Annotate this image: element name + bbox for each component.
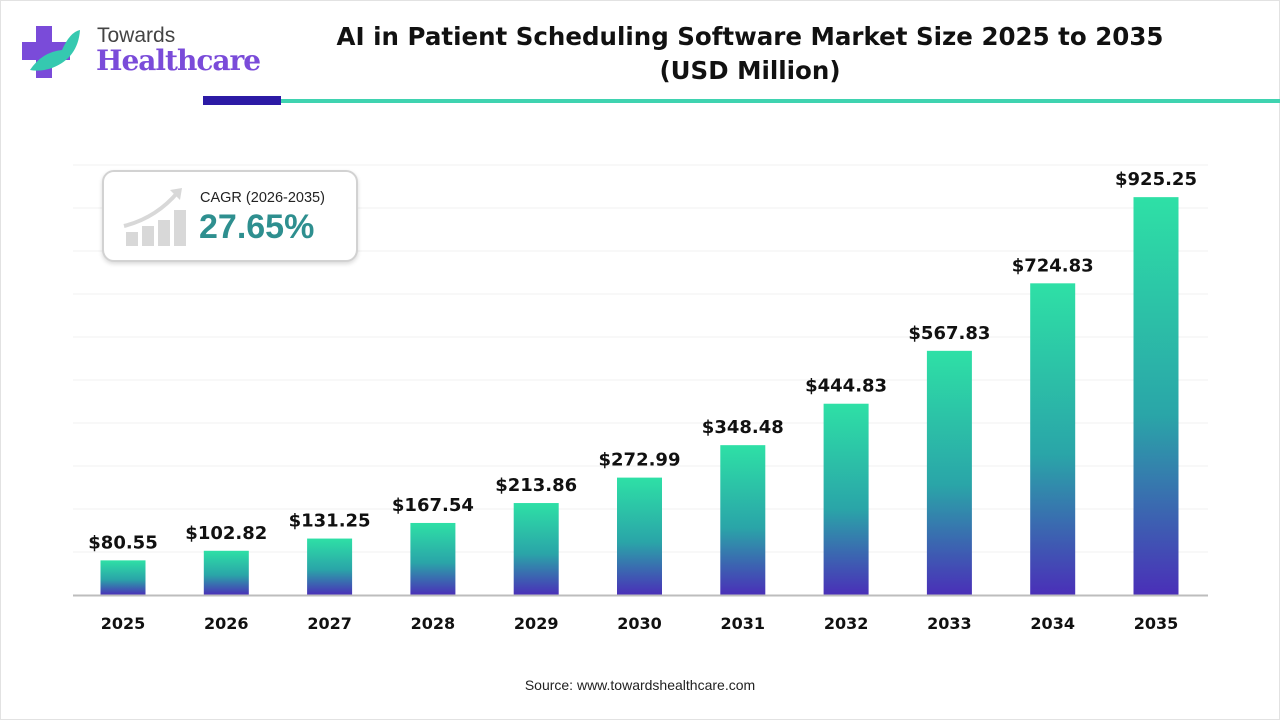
logo-text-towards: Towards xyxy=(97,24,176,47)
data-label: $131.25 xyxy=(289,511,371,532)
source-note: Source: www.towardshealthcare.com xyxy=(524,677,756,693)
data-label: $444.83 xyxy=(805,376,887,397)
cagr-label: CAGR (2026-2035) xyxy=(200,190,325,206)
data-label: $724.83 xyxy=(1012,255,1094,276)
bar-2032 xyxy=(823,403,869,595)
bar-2027 xyxy=(307,538,353,595)
bar-2026 xyxy=(203,550,249,595)
x-tick-label: 2028 xyxy=(411,614,456,633)
cagr-box: CAGR (2026-2035) 27.65% xyxy=(102,170,358,262)
logo: Towards Healthcare xyxy=(22,22,261,82)
cagr-value: 27.65% xyxy=(199,208,315,246)
bar-2033 xyxy=(926,350,972,595)
x-tick-label: 2031 xyxy=(721,614,766,633)
x-tick-label: 2033 xyxy=(927,614,972,633)
x-tick-label: 2026 xyxy=(204,614,249,633)
bar-2029 xyxy=(513,503,559,595)
bar-2031 xyxy=(720,445,766,595)
bar-2030 xyxy=(617,477,662,595)
title-underline-dark xyxy=(203,96,281,105)
title-line: AI in Patient Scheduling Software Market… xyxy=(336,22,1164,51)
bar-2034 xyxy=(1030,283,1076,595)
logo-text-healthcare: Healthcare xyxy=(96,44,261,77)
x-tick-label: 2035 xyxy=(1134,614,1179,633)
growth-chart-icon xyxy=(123,188,186,246)
x-tick-label: 2032 xyxy=(824,614,869,633)
data-label: $272.99 xyxy=(599,450,681,471)
data-label: $167.54 xyxy=(392,495,474,516)
data-label: $213.86 xyxy=(495,475,577,496)
bar-2035 xyxy=(1133,197,1179,595)
chart-title: AI in Patient Scheduling Software Market… xyxy=(290,20,1210,88)
bar-2025 xyxy=(100,560,146,595)
logo-cross-icon xyxy=(22,26,80,78)
subtitle-line: (USD Million) xyxy=(659,56,841,85)
x-tick-label: 2025 xyxy=(101,614,146,633)
data-label: $925.25 xyxy=(1115,169,1197,190)
data-label: $567.83 xyxy=(908,323,990,344)
data-label: $348.48 xyxy=(702,417,784,438)
bar-2028 xyxy=(410,522,456,595)
x-tick-label: 2027 xyxy=(307,614,352,633)
x-tick-label: 2030 xyxy=(617,614,662,633)
x-tick-label: 2029 xyxy=(514,614,559,633)
data-label: $102.82 xyxy=(185,523,267,544)
title-underline-teal xyxy=(281,99,1280,103)
x-tick-label: 2034 xyxy=(1030,614,1075,633)
data-label: $80.55 xyxy=(88,532,157,553)
